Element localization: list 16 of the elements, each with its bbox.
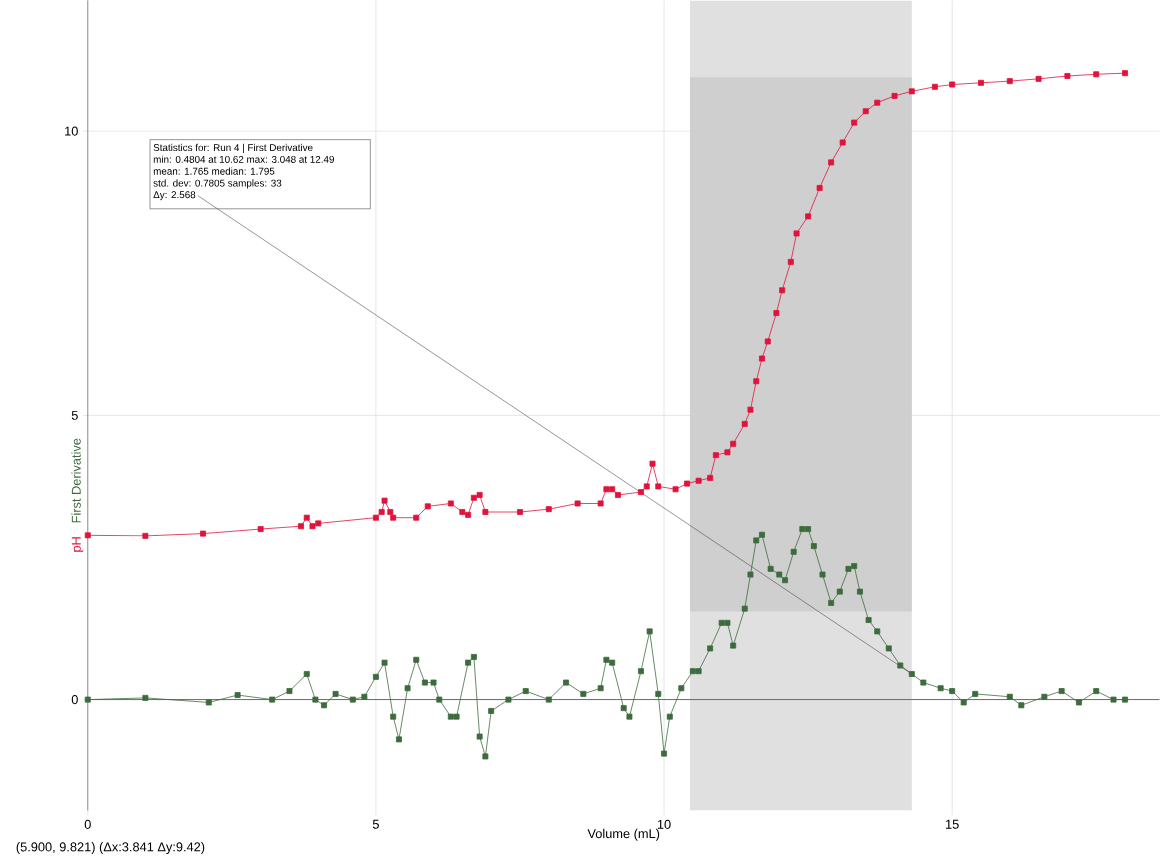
y-tick-label: 10 [65,126,78,136]
text: pH [71,537,84,552]
annotation: Δy: 2.568 [153,191,196,201]
annotation: std. dev: 0.7805 samples: 33 [153,179,282,189]
annotation: mean: 1.765 median: 1.795 [153,167,275,175]
x-axis-title: Volume (mL) [587,828,660,841]
annotation: Statistics for: Run 4 | First Derivative [153,143,313,154]
x-tick-label: 0 [84,819,91,829]
y-tick-label: 0 [71,695,78,705]
x-tick-label: 15 [946,819,959,829]
text: First Derivative [71,438,81,523]
y-tick-label: 5 [71,411,78,420]
annotation: min: 0.4804 at 10.62 max: 3.048 at 12.49 [153,155,334,163]
x-tick-label: 5 [372,819,379,829]
x-tick-label: 10 [657,819,671,829]
text: (5.900, 9.821) (Δx:3.841 Δy:9.42) [16,842,205,855]
